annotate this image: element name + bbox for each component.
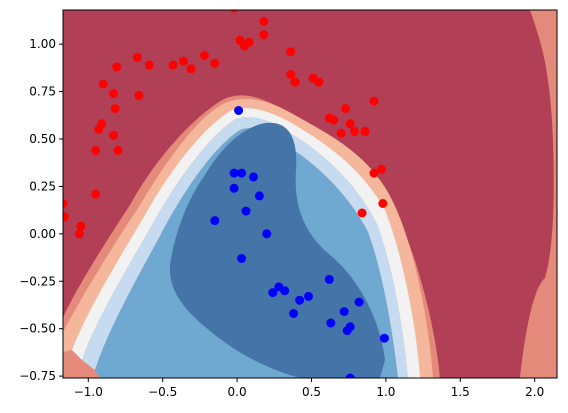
x-tick-label: 0.0 xyxy=(228,385,247,399)
scatter-point-series-1-12 xyxy=(280,286,290,296)
x-tick-label: −0.5 xyxy=(148,385,177,399)
scatter-point-series-1-0 xyxy=(234,106,244,115)
y-tick-label: 1.00 xyxy=(29,37,56,51)
scatter-point-series-0-12 xyxy=(112,62,122,72)
scatter-point-series-0-25 xyxy=(244,37,254,47)
scatter-point-series-0-38 xyxy=(350,126,360,136)
scatter-point-series-0-32 xyxy=(314,77,324,87)
scatter-point-series-1-4 xyxy=(249,172,258,182)
x-tick-label: −1.0 xyxy=(74,385,103,399)
y-axis-ticks: −0.75 −0.50 −0.25 0.00 0.25 0.50 0.75 1.00 xyxy=(19,37,63,383)
scatter-point-series-0-34 xyxy=(329,115,339,125)
scatter-point-series-0-5 xyxy=(91,145,101,155)
scatter-point-series-0-43 xyxy=(378,199,388,208)
scatter-point-series-0-0 xyxy=(63,199,68,208)
x-axis-ticks: −1.0 −0.5 0.0 0.5 1.0 1.5 2.0 xyxy=(74,378,544,399)
decision-contours xyxy=(63,10,557,378)
scatter-point-series-1-23 xyxy=(345,373,355,378)
scatter-point-series-0-7 xyxy=(97,119,107,129)
scatter-point-series-0-20 xyxy=(199,51,209,60)
scatter-points xyxy=(63,10,389,378)
scatter-point-series-0-9 xyxy=(98,79,108,89)
scatter-point-series-1-10 xyxy=(268,288,278,298)
scatter-point-series-0-2 xyxy=(76,221,86,231)
scatter-point-series-0-18 xyxy=(179,56,188,66)
y-tick-label: −0.25 xyxy=(19,274,56,288)
scatter-point-series-1-3 xyxy=(229,183,239,193)
scatter-point-series-0-36 xyxy=(341,104,351,114)
y-tick-label: −0.50 xyxy=(19,322,56,336)
scatter-point-series-1-16 xyxy=(324,274,334,284)
scatter-point-series-0-15 xyxy=(134,90,144,100)
scatter-point-series-0-40 xyxy=(369,96,379,106)
scatter-point-series-0-29 xyxy=(286,70,296,79)
scatter-point-series-1-7 xyxy=(210,216,220,226)
scatter-point-series-0-16 xyxy=(144,60,154,70)
y-tick-label: 0.75 xyxy=(29,85,56,99)
scatter-point-series-1-8 xyxy=(262,229,272,239)
scatter-point-series-0-21 xyxy=(210,58,220,68)
x-tick-label: 2.0 xyxy=(525,385,544,399)
scatter-point-series-0-37 xyxy=(345,119,355,129)
scatter-point-series-0-8 xyxy=(109,130,119,140)
scatter-point-series-1-21 xyxy=(354,297,364,307)
scatter-point-series-0-13 xyxy=(113,145,123,155)
axes-frame xyxy=(62,9,558,379)
scatter-point-series-1-1 xyxy=(229,168,239,178)
scatter-point-series-0-41 xyxy=(369,168,379,178)
y-tick-label: 0.25 xyxy=(29,179,56,193)
scatter-point-series-0-35 xyxy=(336,128,346,138)
scatter-point-series-1-14 xyxy=(295,295,305,305)
scatter-point-series-1-20 xyxy=(345,322,355,332)
scatter-point-series-0-1 xyxy=(63,212,69,222)
scatter-point-series-0-27 xyxy=(259,16,269,26)
y-tick-label: 0.00 xyxy=(29,227,56,241)
x-tick-label: 1.0 xyxy=(376,385,395,399)
scatter-point-series-1-2 xyxy=(237,168,247,178)
scatter-point-series-1-13 xyxy=(289,309,299,318)
scatter-point-series-1-6 xyxy=(241,206,251,216)
scatter-point-series-0-4 xyxy=(91,189,101,199)
scatter-point-series-1-18 xyxy=(339,307,349,317)
x-tick-label: 0.5 xyxy=(302,385,321,399)
scatter-point-series-1-9 xyxy=(237,254,247,263)
contour-pale-blue xyxy=(82,116,408,378)
scatter-point-series-0-17 xyxy=(168,60,178,70)
scatter-point-series-0-3 xyxy=(74,229,84,239)
scatter-point-series-0-19 xyxy=(186,64,196,74)
scatter-point-series-0-28 xyxy=(286,47,296,57)
scatter-point-series-0-39 xyxy=(360,126,370,136)
scatter-point-series-0-42 xyxy=(376,164,386,174)
scatter-point-series-0-14 xyxy=(132,52,142,62)
scatter-point-series-1-17 xyxy=(326,318,336,328)
scatter-point-series-0-10 xyxy=(109,89,119,98)
scatter-point-series-0-22 xyxy=(230,10,239,13)
scatter-point-series-1-22 xyxy=(379,333,389,343)
y-tick-label: 0.50 xyxy=(29,132,56,146)
contour-deep-blue xyxy=(169,122,385,378)
x-tick-label: 1.5 xyxy=(451,385,470,399)
scatter-point-series-0-26 xyxy=(259,30,269,40)
scatter-point-series-0-30 xyxy=(290,77,300,87)
y-tick-label: −0.75 xyxy=(19,369,56,383)
scatter-point-series-0-11 xyxy=(110,104,120,114)
scatter-point-series-0-44 xyxy=(357,208,367,218)
scatter-point-series-1-15 xyxy=(304,291,313,301)
contour-dark-red xyxy=(63,10,554,378)
scatter-point-series-1-5 xyxy=(254,191,264,201)
